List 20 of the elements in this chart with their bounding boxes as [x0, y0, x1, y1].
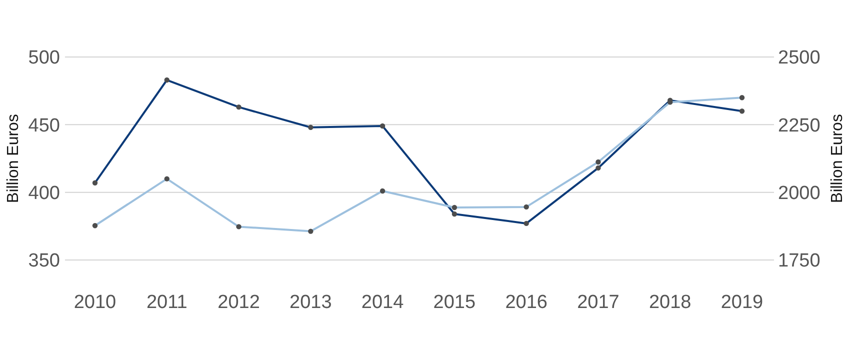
x-tick-label: 2018 [648, 292, 692, 313]
x-tick-label: 2013 [290, 292, 332, 313]
x-tick-label: 2014 [361, 292, 404, 313]
y-tick-label: 500 [28, 48, 60, 69]
y2-tick-label: 2500 [778, 48, 820, 69]
x-tick-label: 2016 [505, 292, 548, 313]
y-tick-label: 350 [28, 250, 60, 272]
x-tick-label: 2010 [74, 292, 116, 313]
y2-tick-label: 1750 [778, 250, 820, 272]
y2-tick-label: 2000 [778, 182, 820, 204]
x-tick-label: 2011 [146, 292, 188, 313]
y-tick-label: 450 [28, 115, 60, 136]
x-tick-label: 2012 [218, 292, 260, 313]
y-axis-title: Billion Euros [5, 114, 22, 203]
x-tick-label: 2017 [577, 292, 620, 313]
x-tick-label: 2015 [433, 292, 476, 313]
y-tick-label: 400 [28, 182, 60, 204]
x-tick-label: 2019 [720, 292, 764, 313]
y2-axis-title: Billion Euros [829, 114, 846, 203]
y2-tick-label: 2250 [778, 115, 820, 136]
